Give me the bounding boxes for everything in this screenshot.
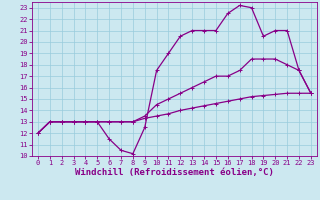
X-axis label: Windchill (Refroidissement éolien,°C): Windchill (Refroidissement éolien,°C) — [75, 168, 274, 177]
